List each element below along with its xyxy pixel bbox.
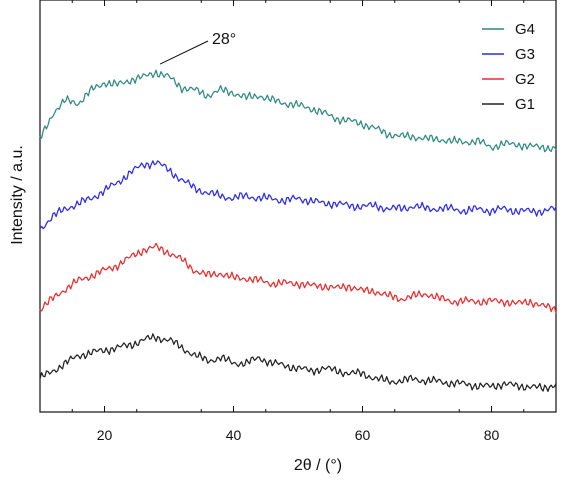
series-line-g2 <box>39 242 557 314</box>
series-line-g4 <box>39 69 557 153</box>
plot-frame <box>39 0 557 413</box>
annotation-leader-line <box>159 40 209 65</box>
x-tick-label-0: 20 <box>97 427 113 443</box>
series-line-g1 <box>39 333 557 392</box>
series-line-g3 <box>39 160 557 230</box>
x-tick-label-1: 40 <box>226 427 242 443</box>
legend-label-g4: G4 <box>515 21 535 38</box>
legend-label-g1: G1 <box>515 96 535 113</box>
legend-label-g2: G2 <box>515 71 535 88</box>
annotation-label: 28° <box>212 31 236 48</box>
x-axis-label: 2θ / (°) <box>294 457 342 474</box>
x-tick-label-2: 60 <box>355 427 371 443</box>
y-axis-label: Intensity / a.u. <box>9 145 26 245</box>
x-tick-label-3: 80 <box>484 427 500 443</box>
legend-label-g3: G3 <box>515 46 535 63</box>
